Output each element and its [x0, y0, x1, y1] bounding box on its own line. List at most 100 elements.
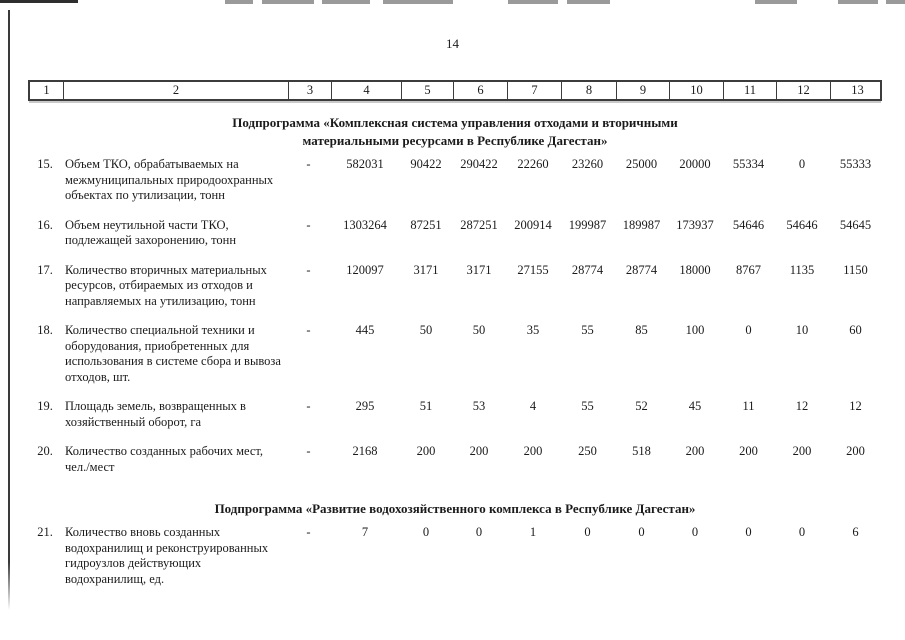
scan-artifact-dash: [262, 0, 314, 4]
value-cell: 27155: [517, 262, 549, 277]
baseline-dash: -: [306, 399, 311, 413]
subprogram-title: Подпрограмма «Развитие водохозяйственног…: [28, 500, 882, 518]
column-header-cell: 13: [851, 83, 864, 97]
value-cell: 200: [846, 444, 865, 458]
column-header-cell: 3: [289, 82, 332, 99]
scan-artifact-dash: [886, 0, 905, 4]
value-cell: 55334: [732, 157, 765, 171]
scan-left-border-line: [8, 10, 10, 610]
indicator-name: Количество вновь созданных водохранилищ …: [65, 525, 269, 586]
baseline-dash: -: [306, 525, 311, 539]
value-cell: 0: [798, 157, 806, 171]
page-number: 14: [446, 36, 459, 51]
value-cell: 54646: [732, 217, 765, 232]
baseline-dash: -: [306, 262, 311, 277]
value-cell: 0: [638, 525, 645, 539]
value-cell: 35: [526, 323, 540, 337]
value-cell: 53: [472, 399, 486, 413]
value-cell: 0: [584, 525, 591, 539]
value-cell: 6: [852, 525, 859, 539]
value-cell: 1: [529, 525, 537, 539]
value-cell: 582031: [346, 157, 384, 171]
value-cell: 23260: [571, 157, 604, 171]
value-cell: 200: [739, 444, 758, 458]
table-row: 19. Площадь земель, возвращенных в хозяйс…: [28, 399, 882, 430]
value-cell: 18000: [679, 262, 711, 277]
value-cell: 200: [523, 444, 543, 458]
scan-artifact-dash: [225, 0, 253, 4]
indicator-name: Количество созданных рабочих мест, чел./…: [65, 444, 264, 474]
value-cell: 200: [469, 444, 489, 458]
value-cell: 445: [355, 323, 375, 337]
table-column-header-row: 1 2 3 4 5 6 7 8 9 10 11 12 13: [28, 80, 882, 101]
value-cell: 0: [422, 525, 430, 539]
baseline-dash: -: [306, 157, 311, 171]
indicator-name: Количество специальной техники и оборудо…: [65, 323, 281, 384]
value-cell: 55: [581, 399, 594, 413]
table-row: 17. Количество вторичных материальных рес…: [28, 263, 882, 310]
value-cell: 55333: [839, 157, 872, 171]
value-cell: 0: [475, 525, 483, 539]
value-cell: 250: [578, 444, 597, 458]
value-cell: 1303264: [343, 217, 387, 232]
indicator-name: Площадь земель, возвращенных в хозяйстве…: [65, 399, 246, 429]
row-number: 18.: [37, 323, 53, 337]
value-cell: 8767: [736, 262, 761, 277]
value-cell: 4: [529, 399, 537, 413]
value-cell: 100: [685, 323, 705, 337]
row-number: 16.: [37, 217, 53, 232]
baseline-dash: -: [306, 323, 311, 337]
column-header-cell: 9: [617, 82, 670, 99]
value-cell: 2168: [352, 444, 378, 458]
value-cell: 54645: [839, 217, 872, 232]
value-cell: 11: [742, 399, 755, 413]
row-number: 15.: [37, 157, 53, 171]
scan-artifact-dash: [567, 0, 610, 4]
scan-artifact-dash: [755, 0, 797, 4]
value-cell: 1150: [843, 262, 868, 277]
value-cell: 173937: [676, 217, 714, 232]
value-cell: 20000: [679, 157, 711, 171]
value-cell: 189987: [622, 217, 661, 232]
scan-artifact-dash: [322, 0, 370, 4]
scan-artifact-dash: [838, 0, 878, 4]
table-row: 16. Объем неутильной части ТКО, подлежаще…: [28, 218, 882, 249]
column-header-cell: 5: [402, 82, 454, 99]
value-cell: 28774: [571, 262, 604, 277]
column-header-cell: 6: [454, 82, 508, 99]
column-header-cell: 2: [64, 82, 289, 99]
value-cell: 12: [849, 399, 862, 413]
table-body: Подпрограмма «Комплексная система управл…: [28, 114, 882, 587]
value-cell: 0: [798, 525, 806, 539]
subprogram-title: Подпрограмма «Комплексная система управл…: [28, 114, 882, 150]
row-number: 19.: [37, 399, 53, 413]
row-number: 21.: [37, 525, 53, 539]
value-cell: 200: [792, 444, 812, 458]
column-header-cell: 1: [30, 82, 64, 99]
table-row: 18. Количество специальной техники и обор…: [28, 323, 882, 385]
value-cell: 90422: [410, 157, 442, 171]
value-cell: 10: [795, 323, 809, 337]
value-cell: 295: [355, 399, 375, 413]
row-number: 17.: [37, 262, 53, 277]
value-cell: 12: [795, 399, 809, 413]
column-header-cell: 12: [777, 82, 831, 99]
indicator-name: Количество вторичных материальных ресурс…: [65, 262, 267, 308]
value-cell: 85: [635, 323, 648, 337]
table-row: 21. Количество вновь созданных водохранил…: [28, 525, 882, 587]
value-cell: 200: [416, 444, 436, 458]
table-row: 15. Объем ТКО, обрабатываемых на межмуниц…: [28, 157, 882, 204]
scan-artifact-dash: [383, 0, 453, 4]
row-number: 20.: [37, 444, 53, 458]
scan-corner-mark: [0, 0, 78, 3]
value-cell: 3171: [413, 262, 439, 277]
value-cell: 55: [581, 323, 594, 337]
value-cell: 60: [849, 323, 862, 337]
value-cell: 3171: [466, 262, 492, 277]
value-cell: 120097: [346, 262, 384, 277]
baseline-dash: -: [306, 444, 311, 458]
value-cell: 518: [632, 444, 651, 458]
value-cell: 45: [688, 399, 702, 413]
value-cell: 28774: [625, 262, 658, 277]
